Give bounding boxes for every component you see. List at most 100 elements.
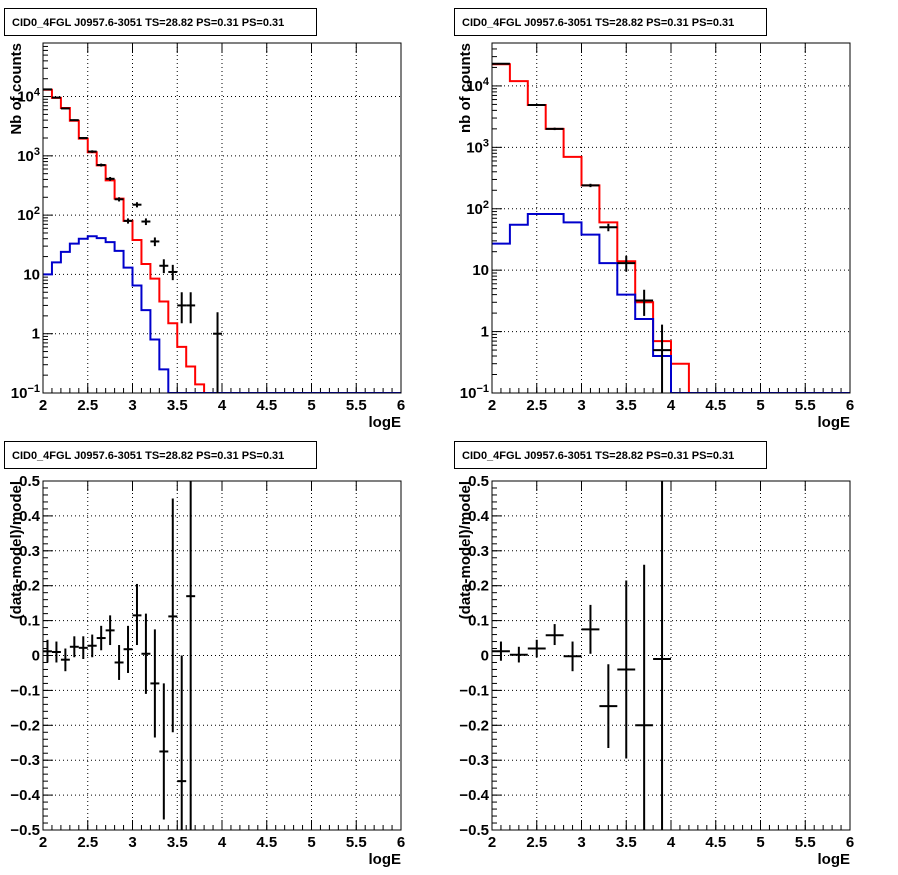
data-point (87, 634, 97, 658)
plot-series (492, 481, 671, 830)
y-axis-label: (data-model)/model (457, 481, 474, 619)
y-tick-label: −0.4 (459, 787, 489, 804)
source-model-histogram (492, 213, 850, 393)
y-tick-label: 0.1 (19, 613, 40, 630)
x-tick-label: 2 (488, 834, 496, 851)
data-point (150, 629, 160, 738)
chart-title: CID0_4FGL J0957.6-3051 TS=28.82 PS=0.31 … (462, 450, 734, 462)
data-point (635, 564, 654, 830)
y-tick-label: 10 (23, 266, 40, 283)
x-axis-label: logE (818, 414, 851, 431)
y-axis-label: Nb of counts (8, 43, 25, 135)
x-tick-label: 4 (218, 397, 227, 414)
y-tick-label: 1 (32, 326, 40, 343)
x-tick-label: 3 (577, 834, 585, 851)
plot-frame (42, 42, 402, 394)
chart-panel-3: CID0_4FGL J0957.6-3051 TS=28.82 PS=0.31 … (4, 441, 405, 868)
x-axis-label: logE (369, 414, 402, 431)
y-tick-label: 0.3 (468, 543, 489, 560)
title-box (454, 441, 767, 469)
x-tick-label: 4.5 (256, 397, 277, 414)
x-tick-label: 6 (397, 834, 405, 851)
y-tick-label: 103 (466, 137, 489, 156)
data-point (527, 103, 546, 106)
y-tick-label: 0 (32, 648, 40, 665)
y-axis-label: (data-model)/model (8, 481, 25, 619)
data-point (43, 639, 52, 663)
x-tick-label: 5 (756, 834, 764, 851)
title-box (4, 8, 317, 36)
x-tick-label: 3 (128, 397, 136, 414)
x-axis-label: logE (369, 851, 402, 868)
data-point (96, 163, 106, 167)
y-tick-label: 0 (481, 648, 489, 665)
chart-panel-4: CID0_4FGL J0957.6-3051 TS=28.82 PS=0.31 … (454, 441, 854, 868)
data-point (60, 648, 70, 672)
chart-title: CID0_4FGL J0957.6-3051 TS=28.82 PS=0.31 … (12, 450, 284, 462)
plot-series (492, 62, 850, 393)
y-tick-label: 10−1 (460, 383, 489, 402)
x-tick-label: 4.5 (256, 834, 277, 851)
chart-panel-1: CID0_4FGL J0957.6-3051 TS=28.82 PS=0.31 … (4, 8, 405, 431)
data-point (159, 259, 169, 274)
data-point (60, 107, 70, 110)
x-tick-label: 2 (39, 834, 47, 851)
data-point (87, 150, 97, 153)
data-point (492, 641, 510, 661)
data-point (168, 264, 178, 281)
x-tick-label: 3 (577, 397, 585, 414)
y-tick-label: 104 (466, 76, 490, 95)
y-tick-label: −0.3 (10, 752, 40, 769)
data-point (527, 639, 546, 658)
data-point (132, 202, 142, 208)
data-point (186, 481, 196, 830)
data-point (213, 312, 222, 393)
data-point (43, 88, 52, 91)
plot-frame (42, 480, 402, 831)
y-axis-label: nb of counts (457, 43, 474, 133)
y-tick-label: −0.2 (10, 717, 40, 734)
x-tick-label: 5 (307, 834, 315, 851)
y-tick-label: −0.2 (459, 717, 489, 734)
data-point (159, 683, 169, 820)
x-tick-label: 4.5 (705, 397, 726, 414)
chart-title: CID0_4FGL J0957.6-3051 TS=28.82 PS=0.31 … (12, 17, 284, 29)
x-tick-label: 6 (846, 397, 854, 414)
y-tick-label: −0.5 (459, 822, 489, 839)
data-point (114, 645, 124, 680)
x-tick-label: 2.5 (77, 397, 98, 414)
y-tick-label: 0.5 (19, 473, 40, 490)
x-tick-label: 3.5 (167, 834, 188, 851)
plot-frame (491, 480, 851, 831)
data-point (78, 136, 88, 140)
data-point (509, 646, 528, 663)
y-tick-label: −0.4 (10, 787, 40, 804)
data-point (105, 615, 115, 646)
data-point (635, 289, 654, 316)
data-point (69, 636, 79, 658)
y-tick-label: 0.1 (468, 613, 489, 630)
y-tick-label: 10−1 (11, 383, 40, 402)
title-box (4, 441, 317, 469)
data-point (150, 237, 160, 247)
total-model-histogram (492, 63, 850, 393)
data-point (563, 641, 582, 672)
data-point (51, 641, 61, 663)
y-tick-label: 0.3 (19, 543, 40, 560)
data-point (186, 292, 196, 324)
chart-panel-2: CID0_4FGL J0957.6-3051 TS=28.82 PS=0.31 … (454, 8, 854, 431)
x-tick-label: 4 (218, 834, 227, 851)
data-point (545, 127, 564, 131)
x-tick-label: 4 (667, 397, 676, 414)
y-tick-label: 1 (481, 324, 489, 341)
data-point (96, 625, 106, 651)
y-tick-label: 0.2 (468, 578, 489, 595)
y-tick-label: 103 (17, 146, 40, 165)
plot-area (43, 481, 401, 830)
data-point (653, 481, 671, 830)
data-point (123, 218, 133, 224)
y-tick-label: −0.1 (10, 682, 40, 699)
x-tick-label: 2.5 (526, 397, 547, 414)
x-tick-label: 3.5 (616, 397, 637, 414)
